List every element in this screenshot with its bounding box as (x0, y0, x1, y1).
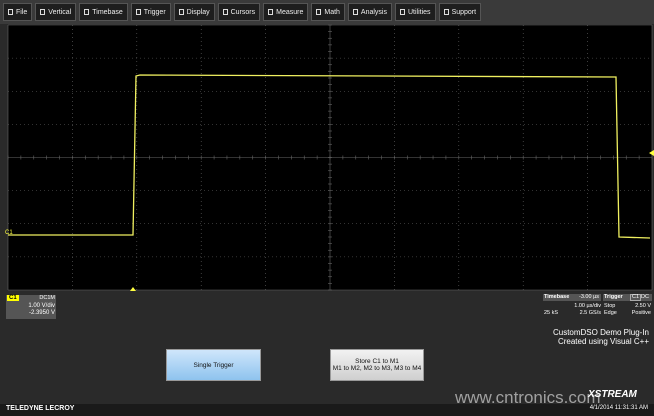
menu-label: Math (324, 8, 340, 16)
trigger-slope: Positive (631, 310, 651, 316)
plugin-line-2: Created using Visual C++ (557, 337, 649, 346)
menu-icon (135, 9, 141, 15)
trigger-mode: Stop (604, 303, 616, 309)
single-trigger-button[interactable]: Single Trigger (166, 349, 261, 381)
menu-icon (352, 9, 358, 15)
menu-button[interactable]: File (3, 3, 33, 21)
menu-button[interactable]: Vertical (35, 3, 77, 21)
menu-button[interactable]: Utilities (395, 3, 436, 21)
store-button[interactable]: Store C1 to M1 M1 to M2, M2 to M3, M3 to… (330, 349, 424, 381)
menu-icon (178, 9, 184, 15)
button-text: M1 to M2, M2 to M3, M3 to M4 (332, 365, 422, 372)
menu-icon (222, 9, 228, 15)
channel-scale: 1.00 V/div (28, 303, 55, 309)
menu-button[interactable]: Measure (263, 3, 309, 21)
button-text: Store C1 to M1 (355, 358, 399, 365)
menu-button[interactable]: Support (438, 3, 482, 21)
trigger-time-marker (130, 287, 136, 291)
menu-label: Display (186, 8, 210, 16)
trigger-label: Trigger (604, 294, 623, 300)
menu-label: Trigger (143, 8, 166, 16)
waveform-trace (8, 74, 651, 239)
timebase-scale: 1.00 µs/div (574, 303, 601, 309)
trace-label: C1 (5, 230, 13, 236)
xstream-logo: XSTREAM (588, 389, 637, 400)
trigger-type: Edge (604, 310, 617, 316)
menu-icon (40, 9, 46, 15)
trigger-level: 2.50 V (635, 303, 651, 309)
menu-label: Vertical (48, 8, 72, 16)
menu-bar: File Vertical Timebase Trigger Display Cursor… (0, 0, 654, 24)
menu-button[interactable]: Math (311, 3, 345, 21)
menu-label: Measure (276, 8, 304, 16)
trigger-source: C1 (630, 294, 642, 301)
plugin-line-1: CustomDSO Demo Plug-In (552, 328, 649, 337)
menu-button[interactable]: Timebase (79, 3, 128, 21)
menu-button[interactable]: Display (173, 3, 215, 21)
timebase-samples: 25 kS (544, 310, 559, 316)
menu-icon (443, 9, 449, 15)
timebase-rate: 2.5 GS/s (579, 310, 601, 316)
timestamp: 4/1/2014 11:31:31 AM (589, 405, 648, 411)
footer-bar (0, 404, 654, 416)
menu-button[interactable]: Cursors (217, 3, 261, 21)
channel-box[interactable]: C1 DC1M 1.00 V/div -2.3950 V (6, 295, 56, 319)
channel-name: C1 (7, 295, 19, 301)
trigger-coupling: DC (641, 294, 649, 300)
channel-coupling: DC1M (39, 295, 55, 301)
menu-label: Support (451, 8, 477, 16)
menu-icon (400, 9, 405, 15)
menu-button[interactable]: Trigger (130, 3, 171, 21)
trigger-level-marker (649, 150, 654, 156)
brand: TELEDYNE LECROY (6, 405, 75, 412)
timebase-label: Timebase (544, 294, 570, 300)
timebase-delay: -3.00 µs (579, 294, 599, 300)
channel-offset: -2.3950 V (28, 310, 55, 316)
menu-icon (268, 9, 274, 15)
menu-label: File (16, 8, 28, 16)
menu-icon (316, 9, 322, 15)
menu-label: Utilities (408, 8, 431, 16)
menu-label: Analysis (360, 8, 387, 16)
timebase-trigger-box[interactable]: Timebase -3.00 µs Trigger C1 DC 1.00 µs/… (543, 294, 652, 318)
menu-icon (8, 9, 13, 15)
menu-label: Timebase (92, 8, 123, 16)
menu-icon (84, 9, 90, 15)
waveform-display: C1 (5, 24, 654, 291)
menu-label: Cursors (230, 8, 256, 16)
watermark: www.cntronics.com (455, 388, 601, 407)
menu-button[interactable]: Analysis (347, 3, 392, 21)
button-text: Single Trigger (193, 361, 234, 369)
